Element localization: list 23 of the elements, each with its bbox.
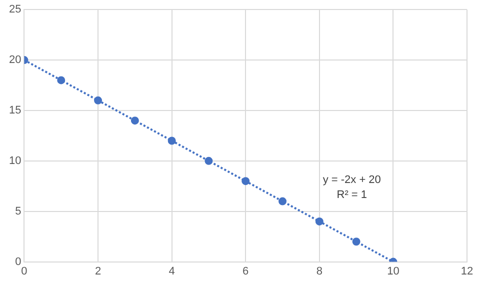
point [168,136,176,145]
point [242,177,250,186]
x-tick-label: 4 [168,265,175,278]
point [204,156,213,165]
y-tick-label: 10 [8,154,22,167]
y-tick-label: 5 [15,205,22,218]
x-tick-label: 12 [460,265,474,278]
point [57,76,66,84]
y-tick-label: 20 [8,54,22,66]
y-tick-label: 0 [15,256,22,268]
x-tick-label: 2 [94,265,102,278]
y-tick-label: 25 [8,4,22,16]
x-tick-label: 8 [316,265,322,278]
x-tick-label: 10 [387,265,400,278]
annotation: y = -2x + 20 [322,174,381,186]
point [278,197,287,206]
point [352,238,360,246]
x-tick-label: 6 [242,265,249,278]
point [130,116,139,125]
point [94,96,102,104]
annotation: R² = 1 [336,188,368,201]
point [315,217,324,226]
y-tick-label: 15 [8,104,22,117]
